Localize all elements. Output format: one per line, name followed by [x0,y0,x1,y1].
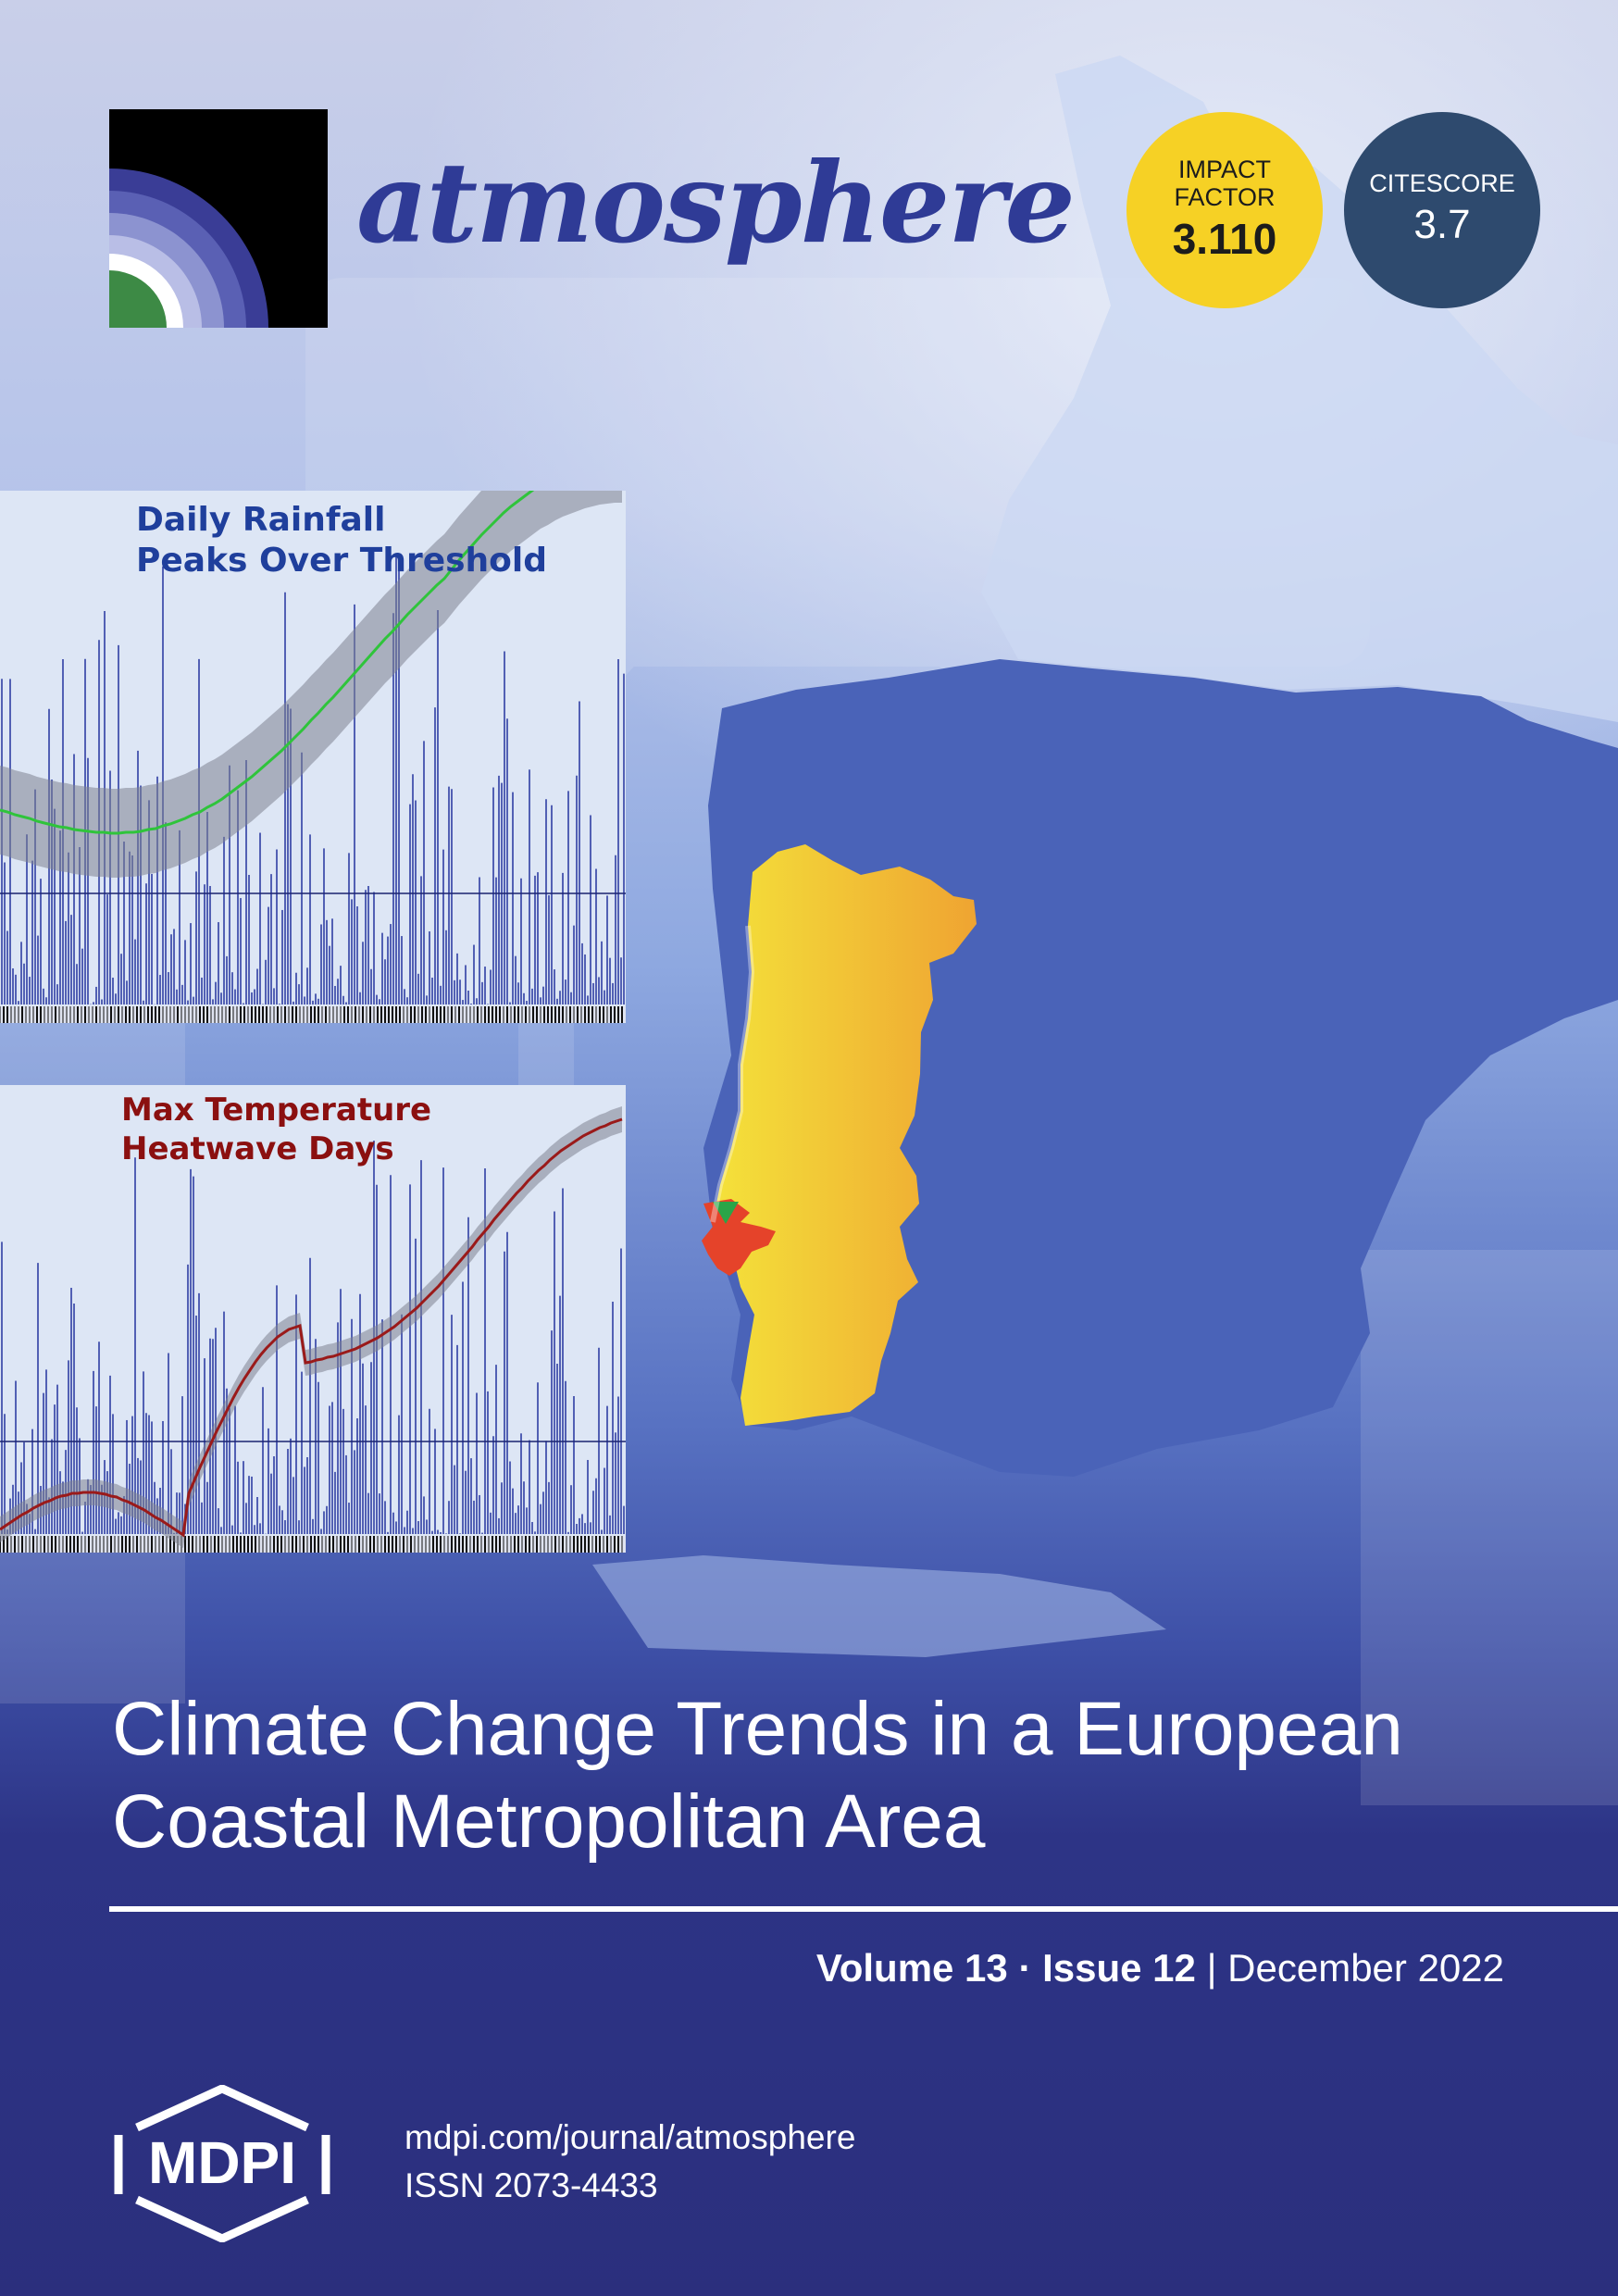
journal-title: atmosphere [356,138,1076,268]
tick-strip [0,1536,626,1553]
mdpi-frame-top [135,2085,309,2132]
tick-strip-bg [0,1006,626,1023]
location-marker-icon [713,1202,739,1224]
spike-bars [1,554,625,1004]
coast-highlight [710,925,755,1223]
tick-strip-bg [0,1536,626,1553]
citescore-value: 3.7 [1413,202,1471,247]
rainfall-chart [0,491,626,1023]
lisbon-region [702,1199,776,1276]
issue-date-divider: | [1195,1946,1228,1990]
rainfall-title-line1: Daily Rainfall [136,501,386,539]
mdpi-logo: MDPI [114,2085,330,2242]
journal-footer: mdpi.com/journal/atmosphere ISSN 2073-44… [404,2114,855,2210]
divider-line [109,1906,1618,1912]
iberia-map [703,659,1618,1477]
land-south [592,1555,1166,1657]
volume-text: Volume 13 [815,1946,1008,1990]
journal-logo-mark [109,168,268,328]
journal-logo [109,109,328,328]
trend-band [0,491,622,878]
rainfall-title-line2: Peaks Over Threshold [136,542,548,580]
impact-factor-label: IMPACT FACTOR [1174,156,1276,211]
citescore-label: CITESCORE [1369,169,1515,197]
mdpi-frame-bottom [135,2195,309,2242]
article-title: Climate Change Trends in a European Coas… [112,1687,1403,1864]
temperature-title-line1: Max Temperature [121,1092,432,1129]
portugal-map [713,844,977,1426]
tick-strip [0,1006,626,1023]
mdpi-wordmark: MDPI [148,2129,296,2196]
temperature-figure: Max Temperature Heatwave Days [0,1085,626,1553]
temperature-chart [0,1085,626,1553]
trend-line [0,1117,623,1538]
rainfall-figure-title: Daily Rainfall Peaks Over Threshold [136,500,547,581]
journal-url[interactable]: mdpi.com/journal/atmosphere [404,2118,856,2156]
volume-issue-separator: · [1007,1946,1043,1990]
trend-line [0,491,535,835]
impact-factor-badge: IMPACT FACTOR 3.110 [1126,112,1323,308]
issue-number: Issue 12 [1042,1946,1196,1990]
rainfall-figure: Daily Rainfall Peaks Over Threshold [0,491,626,1023]
temperature-title-line2: Heatwave Days [121,1130,394,1167]
temperature-figure-title: Max Temperature Heatwave Days [121,1091,431,1168]
impact-factor-value: 3.110 [1172,215,1277,263]
issue-date: December 2022 [1227,1946,1504,1990]
issn-text: ISSN 2073-4433 [404,2166,658,2204]
issue-info: Volume 13 · Issue 12 | December 2022 [816,1942,1504,1994]
citescore-badge: CITESCORE 3.7 [1344,112,1540,308]
